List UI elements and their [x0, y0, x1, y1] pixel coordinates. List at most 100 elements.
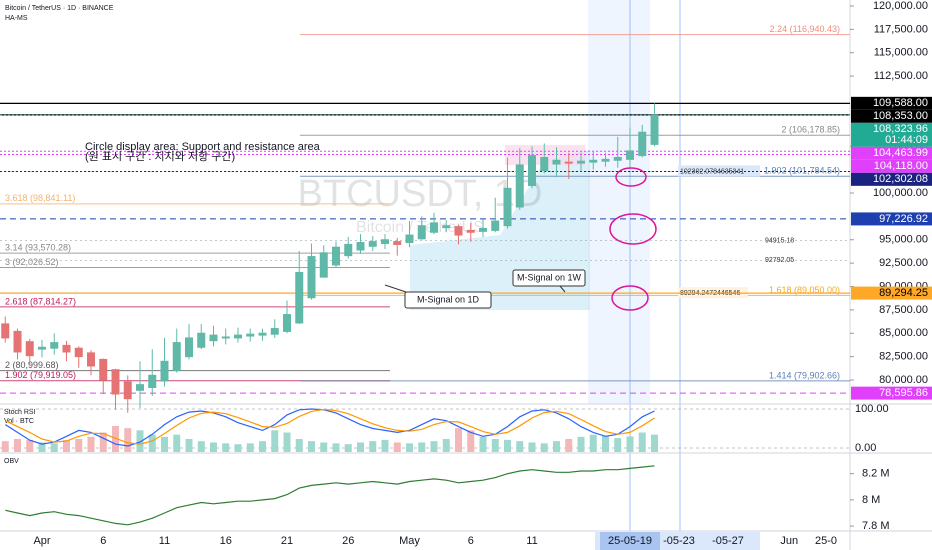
volume-bar	[393, 442, 401, 452]
candle-body	[626, 150, 634, 160]
x-tick-label: 25-05-19	[608, 535, 652, 547]
price-tag	[851, 146, 932, 160]
price-tag-label: 108,353.00	[873, 110, 928, 122]
annotation: M-Signal on 1D	[417, 294, 480, 304]
note-label: 94915.18	[765, 237, 794, 244]
volume-bar	[320, 442, 328, 452]
candle-body	[368, 241, 377, 247]
circle-marker	[609, 213, 657, 245]
level-label: 1.902 (101,784.54)	[764, 166, 840, 176]
price-tag	[851, 122, 932, 147]
x-tick-label: 6	[468, 535, 474, 547]
volume-bar	[99, 432, 107, 452]
volume-bar	[553, 441, 560, 452]
x-tick-label: 11	[159, 535, 170, 547]
callout-box	[404, 291, 492, 309]
candle-body	[393, 241, 402, 245]
circle-marker	[611, 285, 649, 311]
candle-body	[62, 344, 71, 353]
indicator-name: Stoch RSI	[4, 409, 36, 416]
y-tick-label: 112,500.00	[874, 70, 928, 82]
x-tick-label: 11	[526, 535, 537, 547]
y-tick-label: 85,000.00	[879, 327, 928, 339]
candle-body	[601, 158, 610, 162]
time-cursor-box	[600, 532, 660, 550]
note-box	[678, 165, 760, 177]
volume-bar	[112, 426, 119, 452]
candle-body	[185, 337, 193, 358]
candle-body	[38, 346, 46, 350]
x-tick-label: 26	[342, 535, 354, 547]
volume-bar	[430, 441, 438, 452]
candle-body	[111, 369, 120, 395]
level-label: 3 (92,026.52)	[5, 257, 59, 267]
volume-bar	[271, 430, 279, 452]
candle-body	[234, 334, 242, 339]
candle-body	[99, 358, 108, 381]
y-tick-label: 100,000.00	[873, 187, 928, 199]
candles	[1, 103, 659, 413]
level-label: 1.618 (89,050.00)	[769, 285, 840, 295]
volume-bar	[148, 434, 156, 452]
volume-bar	[332, 443, 340, 452]
volume-bar	[124, 428, 132, 452]
x-tick-label: 25-0	[815, 535, 837, 547]
callout-pointer	[384, 284, 407, 293]
x-tick-label: -05-27	[712, 535, 744, 547]
y-tick-label: 82,500.00	[879, 351, 928, 363]
candle-body	[491, 220, 500, 231]
volume-bar	[50, 443, 58, 452]
price-tag	[851, 96, 932, 110]
candle-body	[1, 323, 10, 339]
chart-subtitle: HA-MS	[5, 15, 28, 22]
annotation: Circle display area: Support and resista…	[85, 141, 321, 153]
volume-bar	[185, 439, 193, 452]
obv-line	[5, 465, 655, 526]
volume-bar	[283, 432, 291, 452]
x-tick-label: 16	[220, 535, 232, 547]
y-tick-label: 7.8 M	[862, 520, 890, 532]
level-label: 3.618 (98,841.11)	[5, 193, 75, 203]
volume-bar	[75, 439, 83, 452]
volume-bar	[540, 443, 548, 452]
price-tag-label: 104,463.99	[873, 147, 928, 159]
volume-bar	[504, 439, 511, 452]
price-tag-label: 102,302.08	[873, 173, 928, 185]
candle-body	[454, 226, 463, 236]
candle-body	[479, 228, 487, 232]
y-tick-label: 80,000.00	[879, 374, 928, 386]
highlight-column	[588, 0, 650, 404]
volume-bar	[614, 438, 622, 452]
watermark: BTCUSDT, 1D	[298, 173, 543, 215]
candle-body	[405, 234, 414, 244]
x-tick-label: May	[399, 535, 420, 547]
level-label: 1.414 (79,902.66)	[769, 370, 840, 380]
volume-bar	[589, 434, 597, 452]
level-label: 2.618 (87,814.27)	[5, 296, 76, 306]
callout-box	[512, 269, 586, 287]
indicator-name: Vol · BTC	[4, 418, 34, 425]
level-label: 1.902 (79,919.05)	[5, 370, 76, 380]
volume-bar	[602, 435, 609, 452]
candle-body	[246, 333, 255, 337]
candle-body	[258, 332, 267, 336]
x-tick-label: 21	[281, 535, 293, 547]
candle-body	[589, 159, 598, 163]
volume-bar	[136, 430, 144, 452]
candle-body	[25, 341, 34, 357]
candle-body	[552, 159, 561, 165]
y-tick-label: 92,500.00	[879, 257, 928, 269]
volume-bar	[369, 441, 377, 452]
volume-bar	[516, 441, 524, 452]
candle-body	[160, 360, 169, 382]
volume-bar	[210, 442, 217, 452]
candle-body	[381, 239, 389, 244]
volume-bar	[38, 442, 46, 452]
y-tick-label: 87,500.00	[879, 304, 928, 316]
candle-body	[295, 271, 304, 324]
levels: 2.24 (116,940.43) 2 (106,178.85) 1.902 (10…	[0, 24, 850, 394]
chart-title: Bitcoin / TetherUS · 1D · BINANCE	[5, 5, 114, 12]
candle-body	[172, 342, 181, 372]
volume-bar	[528, 442, 536, 452]
y-tick-label: 120,000.00	[873, 0, 928, 12]
